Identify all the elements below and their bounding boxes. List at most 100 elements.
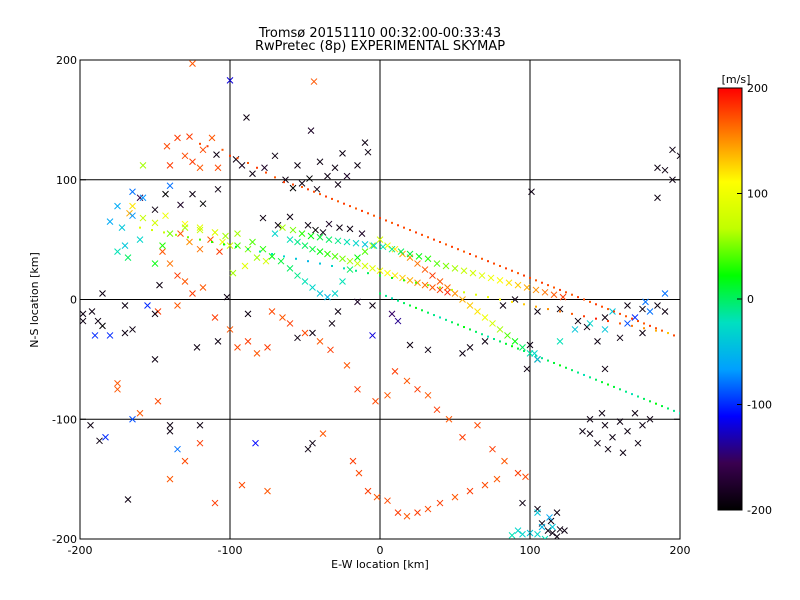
data-point-x [354, 298, 361, 306]
colorbar-ticks: 200 100 0 -100 -200 [737, 82, 772, 517]
data-point-x [511, 338, 519, 345]
data-point-x [523, 365, 531, 373]
data-point-x [139, 214, 147, 222]
data-point-x [406, 341, 414, 349]
data-point-x [388, 310, 396, 318]
data-point-x [661, 308, 669, 315]
data-point-x [129, 415, 136, 423]
data-point-x [189, 158, 196, 166]
data-point-x [268, 308, 276, 315]
data-point-dot [331, 197, 333, 200]
colorbar-tick-label: 0 [747, 293, 754, 306]
data-point-x [594, 439, 601, 447]
data-point-x [534, 356, 541, 363]
data-point-x [343, 362, 351, 369]
data-point-x [609, 433, 616, 441]
x-axis-ticks: -200 -100 0 100 200 [68, 60, 691, 557]
data-point-dot [601, 381, 603, 384]
data-point-dot [673, 334, 675, 337]
data-point-x [186, 238, 193, 246]
data-point-dot [175, 233, 177, 236]
data-point-x [384, 269, 391, 277]
data-point-x [99, 290, 106, 297]
data-point-x [354, 260, 361, 267]
data-point-x [136, 194, 144, 202]
data-point-x [129, 202, 136, 210]
data-point-dot [259, 250, 261, 253]
data-point-dot [439, 286, 441, 289]
data-point-x [579, 427, 586, 435]
data-point-dot [541, 357, 543, 360]
data-point-x [429, 284, 436, 291]
data-point-x [646, 308, 654, 315]
data-point-x [189, 190, 196, 198]
data-point-x [121, 242, 129, 249]
data-point-x [199, 200, 207, 208]
data-point-x [307, 127, 315, 135]
data-point-x [372, 397, 379, 405]
data-point-dot [559, 310, 561, 313]
data-point-x [325, 236, 333, 243]
data-point-x [369, 302, 376, 309]
data-point-x [676, 152, 680, 160]
data-point-dot [163, 231, 165, 234]
data-point-x [309, 439, 316, 447]
data-point-dot [613, 385, 615, 388]
data-point-dot [301, 185, 303, 188]
data-point-x [339, 278, 346, 285]
data-point-x [406, 276, 414, 284]
data-point-dot [349, 205, 351, 208]
data-point-x [289, 226, 297, 234]
data-point-x [279, 314, 286, 321]
data-point-x [489, 445, 496, 453]
data-point-x [601, 365, 609, 373]
data-point-dot [607, 320, 609, 323]
data-point-dot [589, 376, 591, 379]
data-point-x [271, 230, 279, 237]
data-point-x [504, 332, 511, 339]
data-point-dot [589, 300, 591, 303]
data-point-dot [673, 409, 675, 412]
data-point-x [151, 260, 159, 267]
data-point-x [414, 260, 421, 267]
data-point-x [328, 320, 336, 327]
data-point-x [286, 236, 294, 243]
data-point-dot [619, 312, 621, 315]
data-point-x [343, 238, 351, 246]
data-point-x [279, 224, 286, 232]
data-point-dot [553, 286, 555, 289]
data-point-x [87, 421, 94, 429]
data-point-dot [475, 293, 477, 296]
data-point-dot [307, 188, 309, 191]
colorbar-tick-label: -200 [747, 504, 772, 517]
x-axis-label: E-W location [km] [331, 558, 429, 571]
data-point-x [549, 523, 556, 531]
data-point-x [487, 274, 495, 282]
data-point-x [294, 334, 301, 342]
data-point-dot [523, 274, 525, 277]
data-point-x [294, 272, 301, 279]
data-point-dot [661, 329, 663, 332]
colorbar: [m/s] 200 100 0 -100 -200 [717, 73, 772, 517]
y-tick-label: 100 [56, 174, 77, 187]
data-point-dot [337, 200, 339, 203]
data-point-x [349, 457, 357, 465]
data-point-dot [421, 309, 423, 312]
data-point-dot [469, 328, 471, 331]
data-point-x [534, 530, 541, 538]
data-point-x [177, 230, 184, 237]
data-point-x [624, 302, 631, 309]
data-point-x [469, 269, 477, 277]
data-point-dot [505, 342, 507, 345]
data-point-x [466, 487, 474, 495]
data-point-dot [271, 252, 273, 255]
data-point-x [553, 533, 561, 539]
data-point-x [616, 334, 624, 342]
data-point-dot [631, 317, 633, 320]
data-point-dot [421, 233, 423, 236]
data-point-dot [139, 226, 141, 229]
data-point-dot [499, 340, 501, 343]
data-point-x [546, 514, 553, 521]
data-point-dot [313, 190, 315, 193]
data-point-dot [343, 267, 345, 270]
